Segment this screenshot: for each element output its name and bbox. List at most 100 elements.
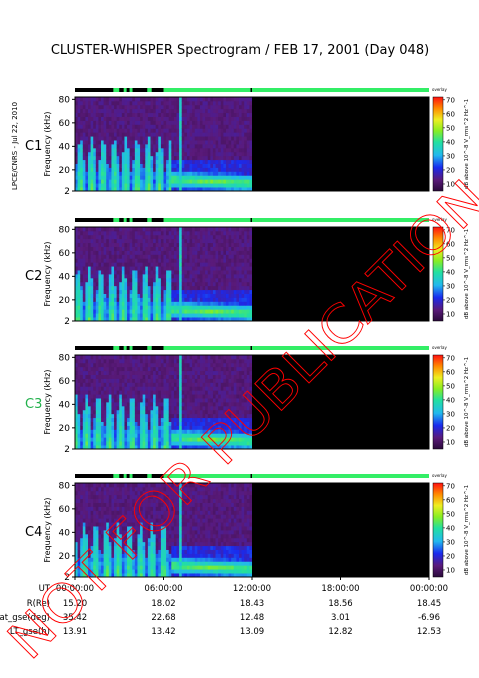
spectrogram-cell [88,378,92,383]
spectrogram-cell [207,250,211,255]
spectrogram-cell [184,297,188,302]
spectrogram-cell [134,254,138,259]
spectrogram-cell [132,159,136,164]
spectrogram-cell [249,394,253,399]
spectrogram-cell [103,258,107,263]
spectrogram-cell [207,405,211,411]
spectrogram-cell [181,104,185,110]
spectrogram-cell [101,250,105,255]
spectrogram-cell [158,445,162,450]
spectrogram-cell [80,187,84,192]
spectrogram-cell [121,104,125,110]
spectrogram-cell [111,120,115,125]
spectrogram-cell [134,402,138,407]
spectrogram-cell [137,390,141,395]
spectrogram-cell [95,100,99,106]
spectrogram-cell [153,281,157,287]
spectrogram-cell [202,309,206,314]
spectrogram-cell [82,358,86,364]
spectrogram-cell [186,270,190,275]
spectrogram-cell [85,441,89,446]
spectrogram-cell [199,370,203,375]
spectrogram-cell [186,309,190,314]
spectrogram-cell [124,378,128,383]
spectrogram-cell [88,317,92,322]
spectrogram-cell [231,445,235,450]
spectrogram-cell [150,366,154,372]
spectrogram-cell [246,144,250,149]
spectrogram-cell [249,413,253,419]
colorbar-tick-label: 50 [446,254,455,262]
spectrogram-cell [85,124,89,129]
spectrogram-cell [160,163,164,168]
spectrogram-cell [80,297,84,302]
spectrogram-cell [212,374,216,379]
spectrogram-cell [246,136,250,141]
spectrogram-cell [220,289,224,294]
spectrogram-cell [218,398,222,403]
spectrogram-cell [231,250,235,255]
spectrogram-cell [85,227,89,232]
spectrogram-cell [103,405,107,411]
spectrogram-cell [228,366,232,372]
spectrogram-cell [215,163,219,168]
spectrogram-cell [121,390,125,395]
spectrogram-cell [166,104,170,110]
spectrogram-cell [155,246,159,251]
spectrogram-cell [98,254,102,259]
spectrogram-cell [116,382,120,387]
spectrogram-cell [197,183,201,188]
spectrogram-cell [147,429,151,434]
spectrogram-cell [215,147,219,153]
spectrogram-cell [202,97,206,102]
spectrogram-cell [173,394,177,399]
spectrogram-cell [111,140,115,145]
mode-bar-label: overlay [432,87,447,92]
spectrogram-cell [90,246,94,251]
spectrogram-cell [194,163,198,168]
spectrogram-cell [207,289,211,294]
spectrogram-cell [212,155,216,161]
spectrogram-cell [228,242,232,247]
spectrogram-cell [160,285,164,291]
spectrogram-cell [153,175,157,180]
spectrogram-cell [163,167,167,172]
spectrogram-cell [184,104,188,110]
spectrogram-cell [236,277,240,283]
spectrogram-cell [160,140,164,145]
spectrogram-cell [179,120,183,125]
spectrogram-cell [233,358,237,364]
spectrogram-cell [238,108,242,114]
spectrogram-cell [80,112,84,117]
spectrogram-cell [140,394,144,399]
spectrogram-cell [106,171,110,176]
spectrogram-cell [101,242,105,247]
spectrogram-cell [127,266,131,271]
spectrogram-cell [163,97,167,102]
spectrogram-cell [225,258,229,263]
spectrogram-cell [189,124,193,129]
spectrogram-cell [147,227,151,232]
spectrogram-cell [93,413,97,419]
spectrogram-cell [147,445,151,450]
spectrogram-cell [171,313,175,318]
spectrogram-cell [137,128,141,133]
spectrogram-cell [173,242,177,247]
spectrogram-cell [103,136,107,141]
spectrogram-cell [231,409,235,415]
spectrogram-cell [93,155,97,161]
spectrogram-cell [140,370,144,375]
spectrogram-cell [192,405,196,411]
spectrogram-cell [218,147,222,153]
spectrogram-cell [199,262,203,267]
spectrogram-cell [179,246,183,251]
spectrogram-cell [241,409,245,415]
spectrogram-cell [179,175,183,180]
spectrogram-cell [179,390,183,395]
spectrogram-cell [129,421,133,426]
spectrogram-cell [150,124,154,129]
spectrogram-cell [179,297,183,302]
spectrogram-cell [249,136,253,141]
spectrogram-cell [218,227,222,232]
spectrogram-cell [80,254,84,259]
